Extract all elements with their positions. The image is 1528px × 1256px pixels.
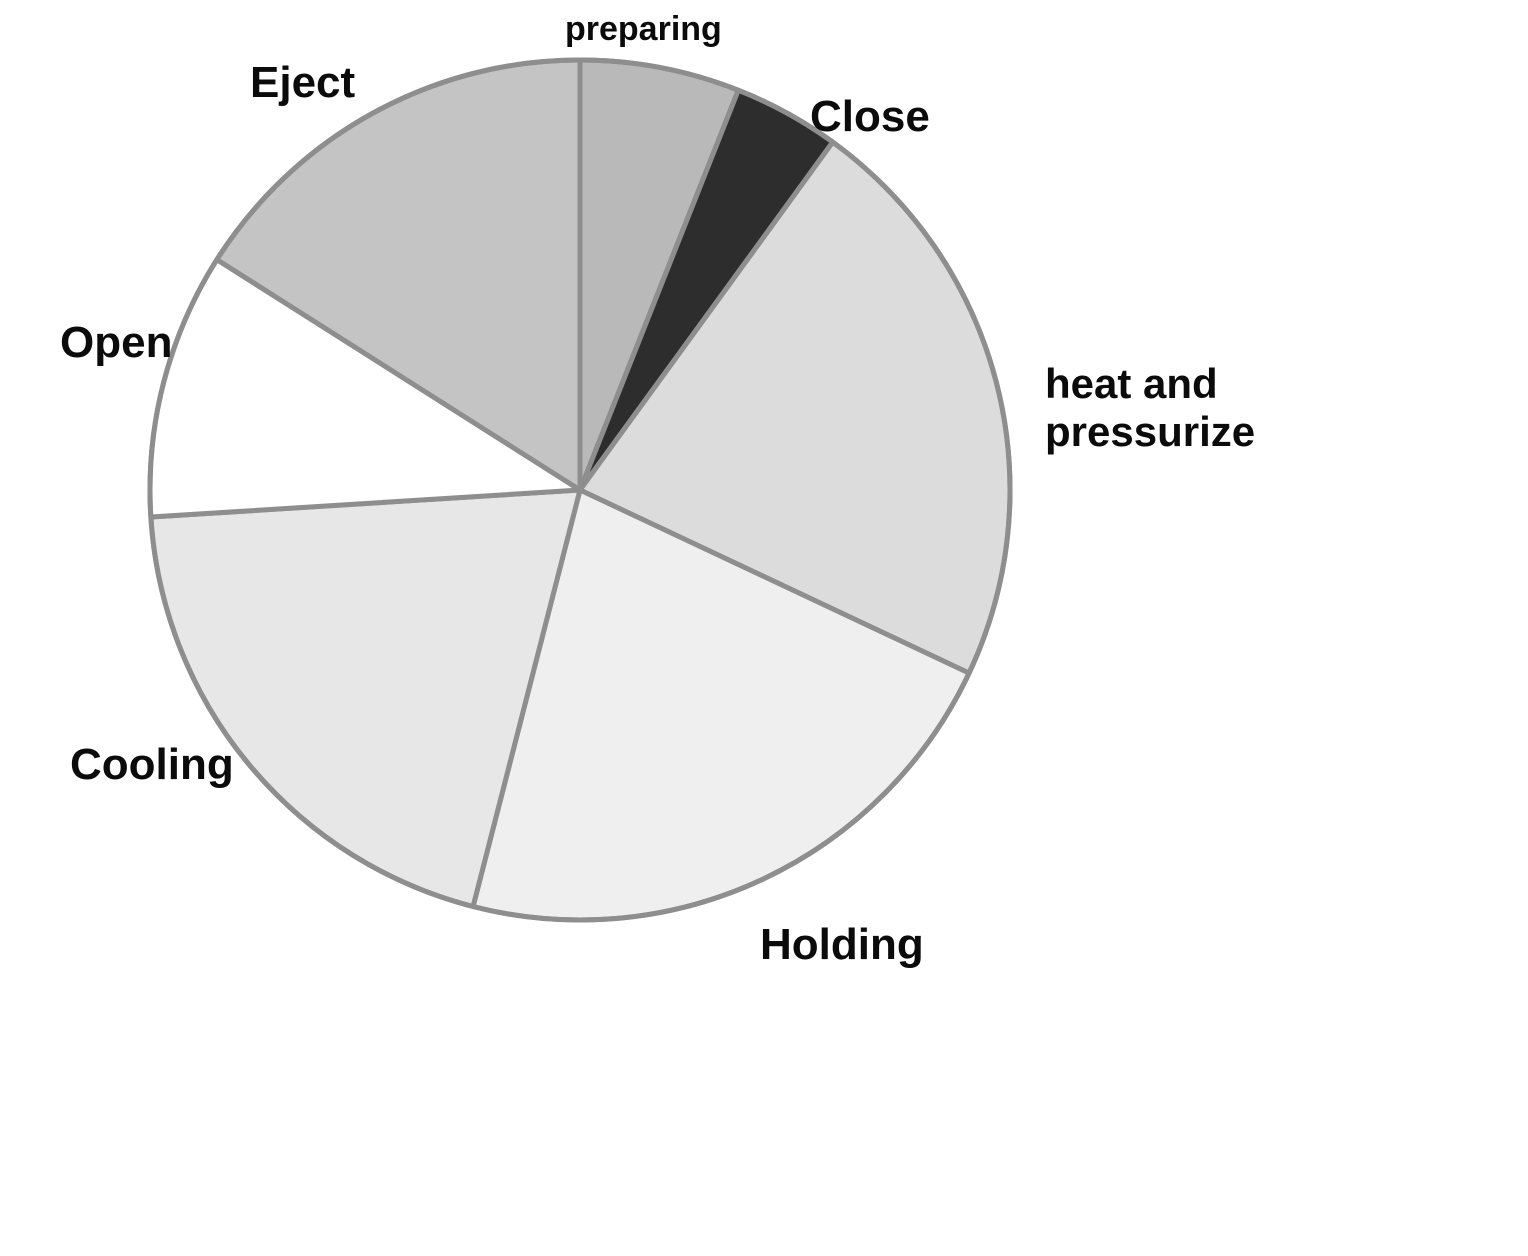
pie-label-cooling: Cooling (70, 740, 234, 791)
pie-label-close: Close (810, 92, 930, 143)
pie-label-preparing: preparing (565, 10, 722, 49)
pie-label-holding: Holding (760, 920, 924, 971)
pie-label-heat-pressurize: heat and pressurize (1045, 360, 1255, 457)
pie-label-open: Open (60, 318, 172, 369)
pie-chart-container: preparing Close heat and pressurize Holding… (0, 0, 1528, 1256)
pie-label-eject: Eject (250, 58, 355, 109)
pie-chart-svg (0, 0, 1528, 1256)
